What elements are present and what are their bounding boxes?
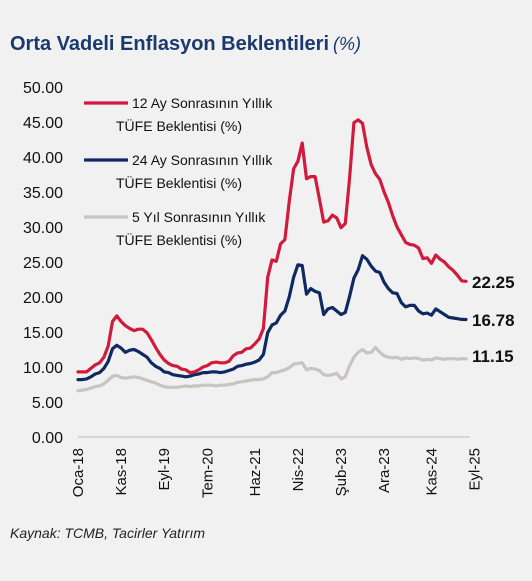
x-tick-label: Nis-22 [290, 448, 307, 491]
y-tick-label: 45.00 [23, 115, 63, 132]
x-tick-label: Kas-18 [113, 448, 130, 496]
x-tick-label: Kas-24 [424, 448, 441, 496]
chart-title: Orta Vadeli Enflasyon Beklentileri (%) [10, 33, 361, 56]
chart-title-unit: (%) [333, 34, 362, 54]
series-lines [76, 118, 468, 393]
y-tick-label: 15.00 [23, 325, 63, 342]
end-value-label: 11.15 [472, 347, 514, 366]
series-line-2 [76, 254, 468, 382]
series-line-1 [76, 118, 468, 375]
y-tick-label: 40.00 [23, 150, 63, 167]
legend-entry-text: TÜFE Beklentisi (%) [116, 174, 242, 191]
x-tick-label: Haz-21 [247, 448, 264, 496]
end-labels: 22.25 16.78 11.15 [472, 273, 515, 366]
legend-entry-text: TÜFE Beklentisi (%) [116, 117, 242, 134]
x-tick-label: Tem-20 [199, 448, 216, 498]
legend: 12 Ay Sonrasının Yıllık TÜFE Beklentisi (… [84, 95, 273, 248]
legend-entry-text: 5 Yıl Sonrasının Yıllık [132, 209, 266, 225]
end-value-label: 16.78 [472, 311, 515, 330]
y-tick-label: 10.00 [23, 360, 63, 377]
y-tick-label: 50.00 [23, 80, 63, 97]
legend-entry-text: 24 Ay Sonrasının Yıllık [132, 152, 273, 168]
axes: 0.00 5.00 10.00 15.00 20.00 25.00 30.00 35.00 40… [23, 80, 484, 498]
y-tick-label: 0.00 [32, 430, 63, 447]
source-note: Kaynak: TCMB, Tacirler Yatırım [10, 525, 206, 541]
x-tick-label: Eyl-19 [156, 448, 173, 491]
y-tick-label: 30.00 [23, 220, 63, 237]
y-tick-label: 5.00 [32, 395, 63, 412]
x-tick-label: Ara-23 [376, 448, 393, 493]
x-tick-label: Oca-18 [70, 448, 87, 497]
legend-entry-text: TÜFE Beklentisi (%) [116, 231, 242, 248]
y-tick-label: 35.00 [23, 185, 63, 202]
end-value-label: 22.25 [472, 273, 515, 292]
chart-title-text: Orta Vadeli Enflasyon Beklentileri [10, 33, 330, 55]
line-chart: 0.00 5.00 10.00 15.00 20.00 25.00 30.00 35.00 40… [23, 80, 515, 498]
series-line-3 [76, 345, 468, 393]
y-tick-label: 25.00 [23, 255, 63, 272]
x-tick-label: Şub-23 [333, 448, 350, 496]
legend-entry-text: 12 Ay Sonrasının Yıllık [132, 95, 273, 111]
x-tick-label: Eyl-25 [467, 448, 484, 491]
y-tick-label: 20.00 [23, 290, 63, 307]
